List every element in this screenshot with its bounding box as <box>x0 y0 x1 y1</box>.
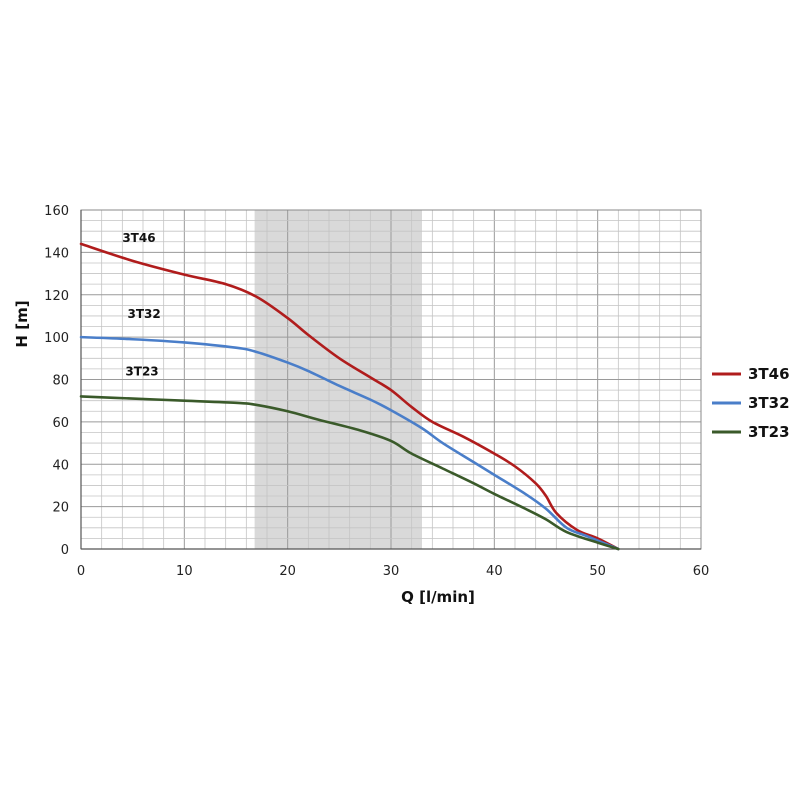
x-tick-label: 0 <box>77 564 85 579</box>
y-tick-label: 80 <box>52 374 69 389</box>
x-axis-title: Q [l/min] <box>401 588 475 606</box>
y-tick-label: 60 <box>52 416 69 431</box>
x-tick-label: 60 <box>693 564 710 579</box>
curve-label-3t46: 3T46 <box>122 231 155 245</box>
curve-label-3t32: 3T32 <box>128 307 161 321</box>
y-tick-label: 100 <box>44 331 69 346</box>
x-tick-label: 40 <box>486 564 503 579</box>
x-tick-label: 10 <box>176 564 193 579</box>
grid-layer <box>80 209 702 550</box>
x-tick-label: 30 <box>383 564 400 579</box>
legend-label-3t32: 3T32 <box>748 394 790 412</box>
legend-label-3t46: 3T46 <box>748 365 790 383</box>
series-line-3t46 <box>79 242 620 551</box>
curve-label-3t23: 3T23 <box>125 364 158 378</box>
series-layer <box>79 242 620 551</box>
curve-label-layer: 3T46 3T32 3T23 <box>122 231 160 378</box>
x-tick-label: 50 <box>589 564 606 579</box>
y-tick-label: 0 <box>61 543 69 558</box>
y-tick-label: 140 <box>44 246 69 261</box>
y-axis-title: H [m] <box>13 300 31 347</box>
x-tick-label: 20 <box>279 564 296 579</box>
series-line-3t32 <box>79 335 620 551</box>
series-line-3t23 <box>79 395 620 551</box>
y-tick-label: 160 <box>44 204 69 219</box>
y-tick-label: 120 <box>44 289 69 304</box>
axis-layer: 0 10 20 30 40 50 60 0 20 40 60 80 100 120 140 160 <box>44 204 709 579</box>
legend: 3T46 3T32 3T23 <box>712 365 790 441</box>
legend-label-3t23: 3T23 <box>748 423 790 441</box>
y-tick-label: 40 <box>52 458 69 473</box>
y-tick-label: 20 <box>52 501 69 516</box>
